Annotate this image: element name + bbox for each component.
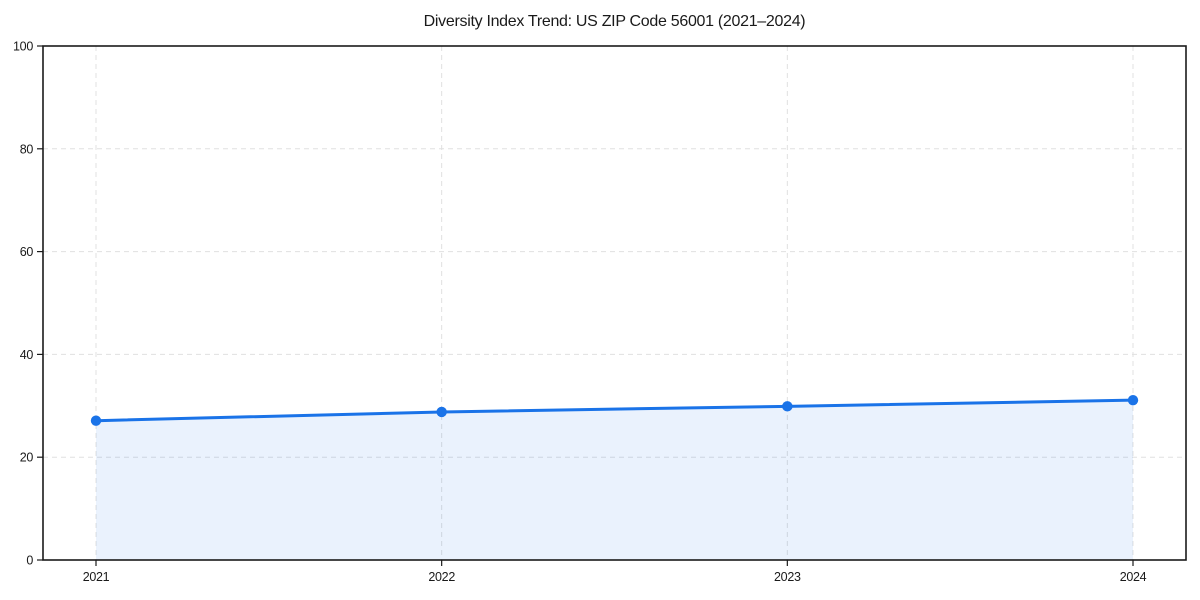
data-point xyxy=(90,415,102,426)
data-point xyxy=(436,406,447,418)
data-point xyxy=(1127,394,1139,406)
x-tick-label: 2023 xyxy=(774,570,801,584)
x-tick-label: 2022 xyxy=(428,570,455,584)
trend-line xyxy=(94,398,1135,423)
x-tick-label: 2024 xyxy=(1120,570,1147,584)
y-tick-label: 40 xyxy=(20,348,34,362)
data-point xyxy=(782,401,793,412)
y-tick-label: 100 xyxy=(13,40,33,54)
y-tick-label: 60 xyxy=(20,245,34,259)
chart-title: Diversity Index Trend: US ZIP Code 56001… xyxy=(423,13,806,30)
area-fill xyxy=(96,400,1133,560)
plot-frame xyxy=(42,45,1187,561)
y-tick-label: 80 xyxy=(20,142,34,156)
y-tick-label: 20 xyxy=(20,451,34,465)
x-tick-label: 2021 xyxy=(83,570,110,584)
y-tick-label: 0 xyxy=(26,554,33,568)
